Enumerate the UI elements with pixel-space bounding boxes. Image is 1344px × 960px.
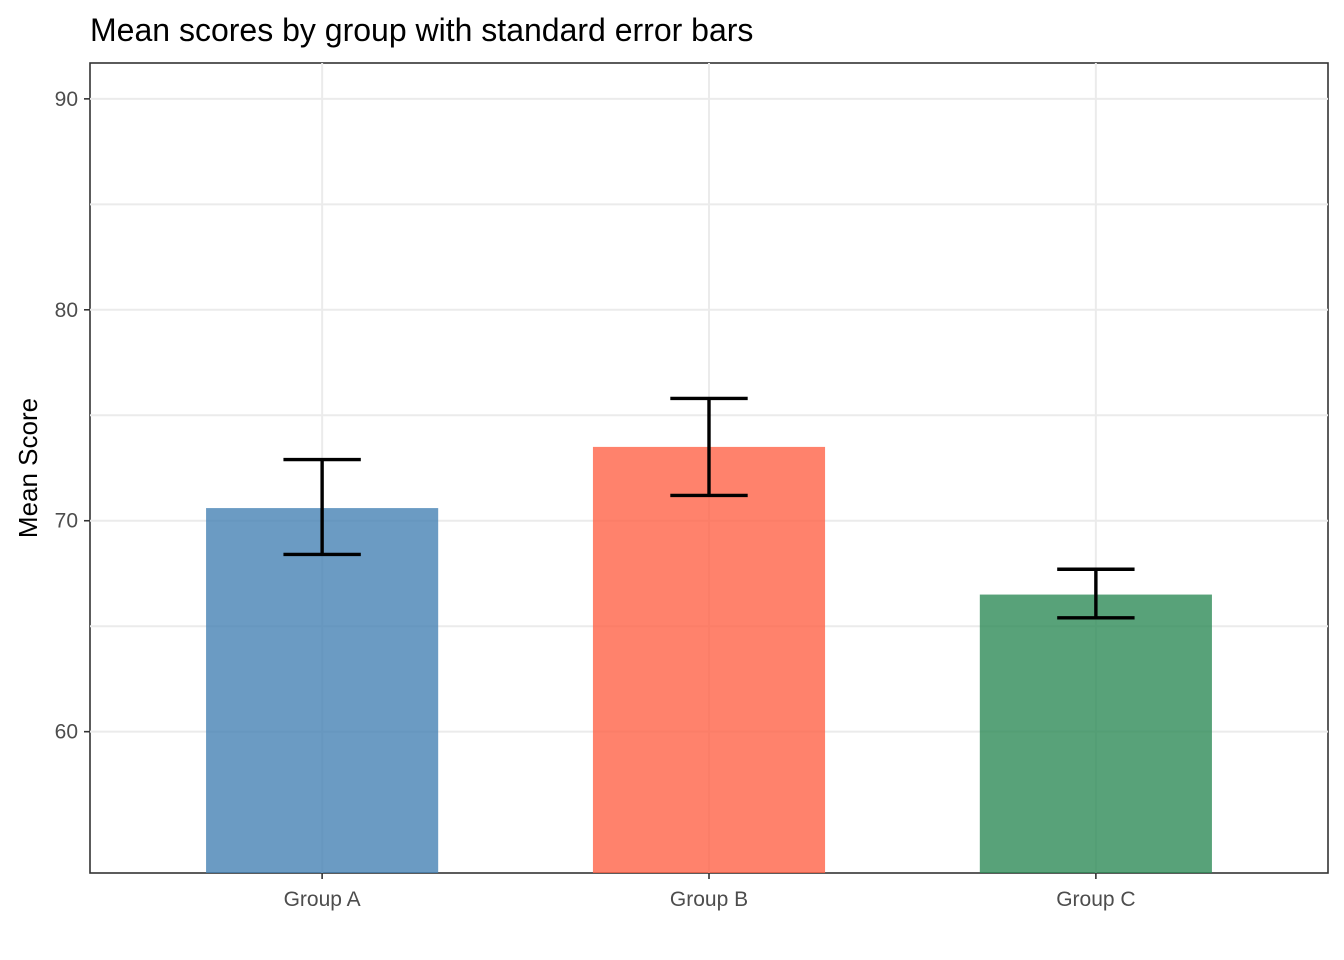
x-tick-label: Group A (284, 888, 361, 911)
y-tick-label: 70 (55, 510, 78, 533)
y-tick-label: 90 (55, 88, 78, 111)
bars (206, 446, 1212, 873)
x-tick-label: Group B (670, 888, 748, 911)
error-bars (283, 396, 1135, 620)
error-bar-group-a (283, 457, 361, 557)
bar-group-b (592, 446, 826, 873)
error-bar-group-b (670, 396, 748, 498)
bar-group-c (979, 594, 1212, 873)
y-tick-label: 60 (55, 721, 78, 744)
bar-group-a (206, 508, 439, 873)
y-tick-label: 80 (55, 299, 78, 322)
chart-title: Mean scores by group with standard error… (90, 12, 753, 48)
tick-labels: 60 70 80 90 Group A Group B Group C (55, 88, 1136, 911)
error-bar-group-c (1057, 567, 1135, 620)
x-tick-label: Group C (1056, 888, 1135, 911)
axes (84, 98, 1097, 879)
y-axis-title: Mean Score (13, 398, 43, 538)
